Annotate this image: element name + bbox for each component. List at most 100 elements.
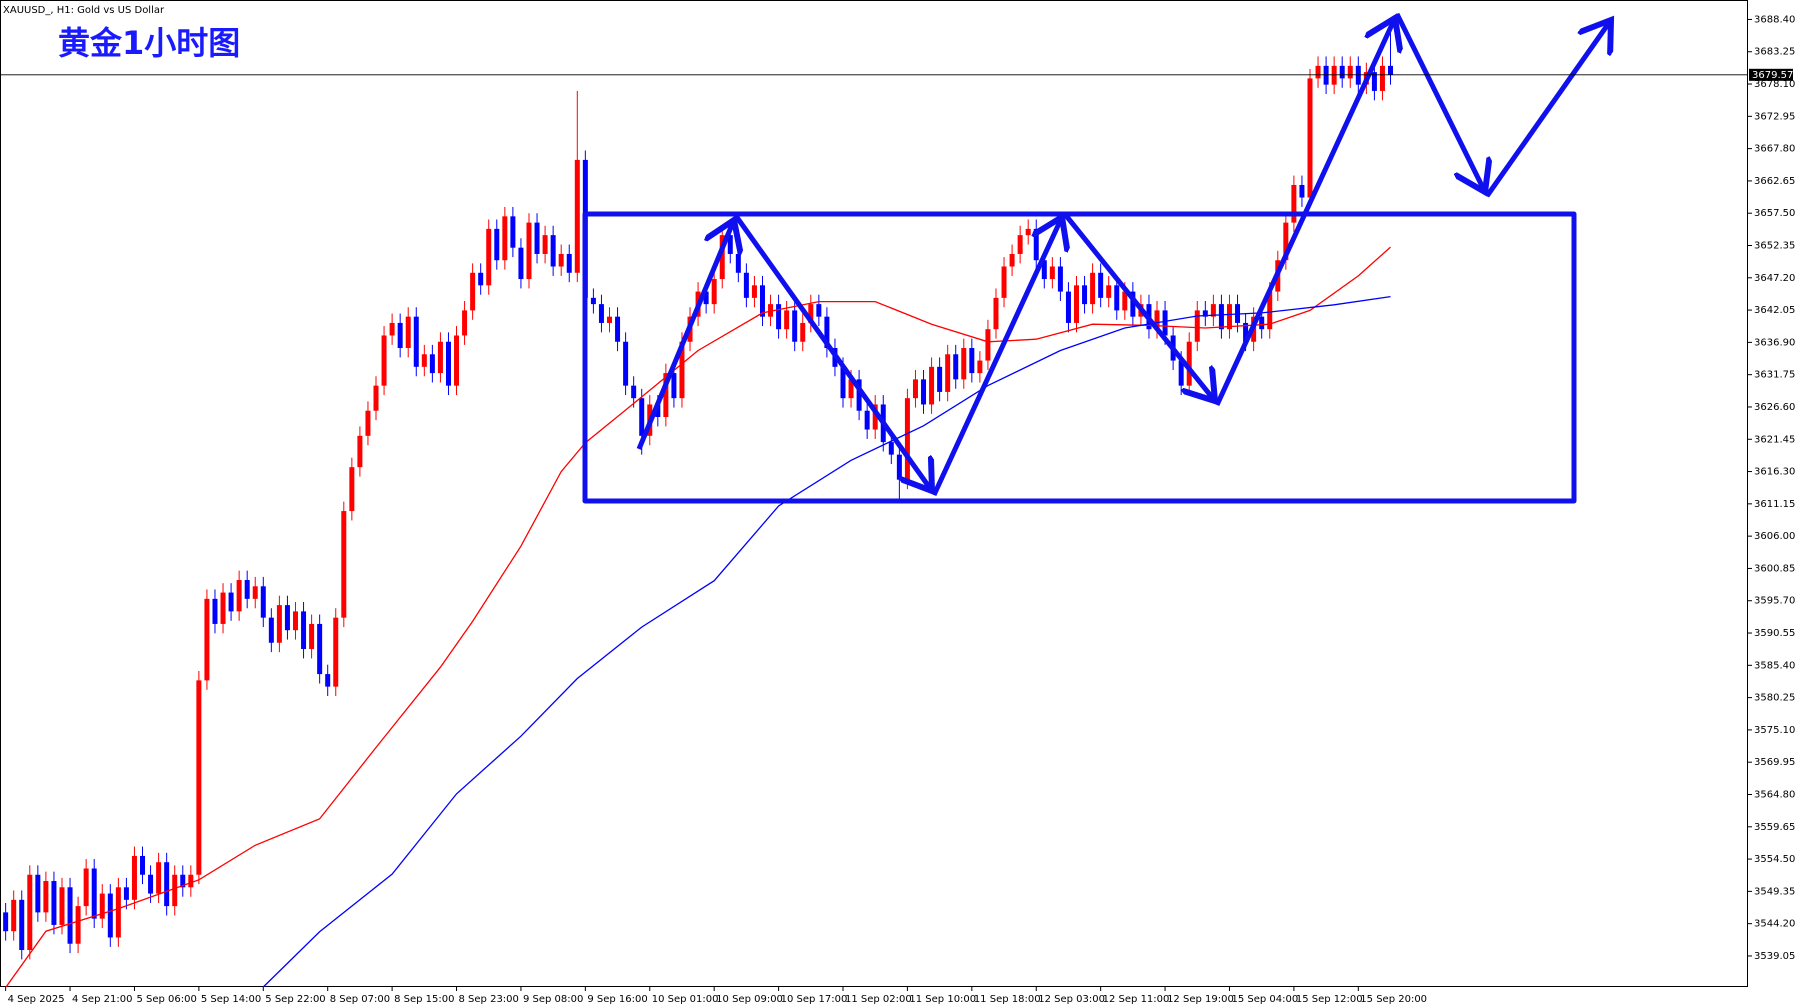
drawings <box>582 12 1611 504</box>
x-tick-label: 11 Sep 18:00 <box>974 994 1041 1005</box>
candle-body <box>1226 304 1232 330</box>
candle-body <box>1017 235 1023 254</box>
arrow <box>1214 18 1395 407</box>
candle-body <box>301 611 307 650</box>
candle-body <box>180 874 186 888</box>
y-tick-label: 3606.00 <box>1754 531 1795 542</box>
candle-body <box>365 410 371 436</box>
candle-body <box>131 855 137 900</box>
y-tick-label: 3600.85 <box>1754 563 1795 574</box>
candle-body <box>776 304 782 330</box>
candle-body <box>824 316 830 349</box>
candle-body <box>252 586 258 599</box>
candle-body <box>550 235 556 267</box>
candle-body <box>357 435 363 468</box>
candle-body <box>679 341 685 399</box>
x-tick-label: 12 Sep 11:00 <box>1103 994 1170 1005</box>
price-box <box>1749 68 1793 81</box>
y-tick-label: 3652.35 <box>1754 240 1795 251</box>
candle-body <box>228 592 234 612</box>
candle-body <box>204 598 210 681</box>
candle-body <box>1025 228 1031 236</box>
candle-body <box>719 235 725 280</box>
y-tick-label: 3569.95 <box>1754 757 1795 768</box>
candle-body <box>59 887 65 925</box>
y-tick-label: 3672.95 <box>1754 111 1795 122</box>
candle-body <box>671 373 677 399</box>
candle-body <box>486 228 492 286</box>
candle-body <box>848 379 854 399</box>
arrow <box>1062 211 1215 401</box>
y-tick-label: 3539.05 <box>1754 951 1795 962</box>
candle-body <box>751 285 757 298</box>
candle-body <box>341 511 347 618</box>
candle-body <box>856 379 862 411</box>
candle-body <box>1186 341 1192 386</box>
candle-body <box>454 335 460 386</box>
candle-body <box>1162 310 1168 336</box>
candle-body <box>574 159 580 273</box>
x-tick-label: 15 Sep 20:00 <box>1360 994 1427 1005</box>
candle-body <box>510 216 516 248</box>
candle-body <box>904 398 910 480</box>
candle-body <box>462 310 468 336</box>
y-tick-label: 3636.90 <box>1754 337 1795 348</box>
candle-body <box>1098 272 1104 298</box>
x-tick-label: 5 Sep 06:00 <box>136 994 196 1005</box>
candle-body <box>1106 285 1112 298</box>
candle-body <box>1049 266 1055 280</box>
candle-body <box>349 467 355 512</box>
candle-body <box>1323 65 1329 85</box>
candle-body <box>800 322 806 342</box>
y-tick-label: 3626.60 <box>1754 402 1795 413</box>
candle-body <box>188 874 194 888</box>
candle-body <box>993 297 999 330</box>
candle-body <box>912 379 918 399</box>
y-tick-label: 3657.50 <box>1754 208 1795 219</box>
candle-body <box>107 893 113 938</box>
subtitle: XAUUSD_, H1: Gold vs US Dollar <box>3 5 165 16</box>
candle-body <box>945 354 951 392</box>
candle-body <box>196 680 202 875</box>
y-tick-label: 3564.80 <box>1754 789 1795 800</box>
candle-body <box>27 874 33 951</box>
candle-body <box>558 253 564 267</box>
candle-body <box>268 617 274 643</box>
chart-title: 黄金1小时图 <box>58 24 240 62</box>
candle-body <box>1009 253 1015 267</box>
candle-body <box>437 341 443 374</box>
candle-body <box>51 881 57 925</box>
y-tick-label: 3575.10 <box>1754 725 1795 736</box>
arrow <box>733 214 932 491</box>
x-tick-label: 15 Sep 12:00 <box>1296 994 1363 1005</box>
candle-body <box>1267 291 1273 330</box>
candle-body <box>317 623 323 675</box>
y-tick-label: 3642.05 <box>1754 305 1795 316</box>
x-tick-label: 11 Sep 10:00 <box>909 994 976 1005</box>
candle-body <box>83 868 89 907</box>
candle-body <box>502 216 508 261</box>
candle-body <box>655 404 661 417</box>
candle-body <box>623 341 629 386</box>
y-tick-label: 3631.75 <box>1754 370 1795 381</box>
candle-body <box>164 862 170 907</box>
x-tick-label: 10 Sep 09:00 <box>716 994 783 1005</box>
y-tick-label: 3585.40 <box>1754 660 1795 671</box>
candle-body <box>276 605 282 643</box>
y-tick-label: 3688.40 <box>1754 14 1795 25</box>
candle-body <box>212 598 218 624</box>
price-label: 3679.57 <box>1752 70 1793 81</box>
y-tick-label: 3616.30 <box>1754 467 1795 478</box>
candle-body <box>91 868 97 919</box>
candle-body <box>1082 285 1088 305</box>
candle-body <box>840 366 846 399</box>
candle-body <box>872 404 878 430</box>
candle-body <box>735 253 741 273</box>
candle-body <box>607 316 613 323</box>
candle-body <box>864 410 870 430</box>
candle-body <box>1315 65 1321 79</box>
candle-body <box>808 304 814 323</box>
y-tick-label: 3554.50 <box>1754 854 1795 865</box>
candle-body <box>703 291 709 305</box>
candle-body <box>325 674 331 687</box>
